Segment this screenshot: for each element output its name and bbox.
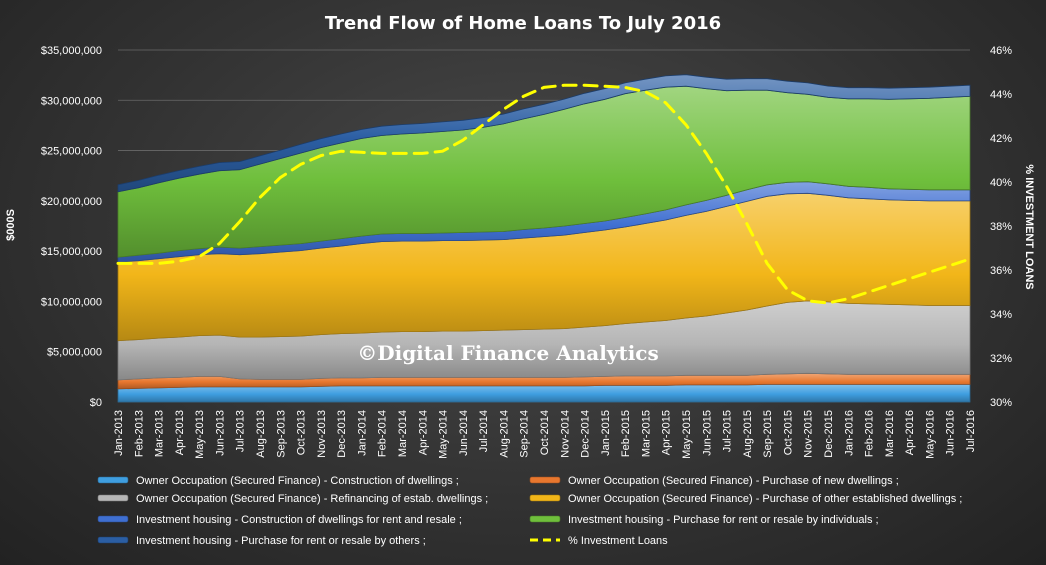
legend-label: Investment housing - Purchase for rent o…: [568, 514, 879, 526]
y2-tick-label: 38%: [990, 221, 1012, 233]
x-tick-label: Dec-2014: [580, 410, 592, 458]
x-tick-label: Aug-2015: [742, 410, 754, 458]
x-tick-label: Aug-2014: [498, 410, 510, 458]
legend-item: Investment housing - Purchase for rent o…: [529, 514, 879, 526]
x-tick-label: Dec-2013: [336, 410, 348, 458]
legend-swatch: [97, 494, 129, 502]
legend-swatch: [97, 476, 129, 484]
x-tick-label: Apr-2014: [417, 410, 429, 455]
legend-item: Owner Occupation (Secured Finance) - Pur…: [529, 475, 899, 487]
x-tick-label: Sep-2014: [519, 410, 531, 458]
x-tick-label: Apr-2016: [904, 410, 916, 455]
x-tick-label: Feb-2014: [377, 410, 389, 457]
pct-line-group: [116, 83, 972, 305]
legend-label: Owner Occupation (Secured Finance) - Con…: [136, 475, 459, 487]
x-tick-label: Jan-2016: [843, 410, 855, 456]
x-tick-label: May-2014: [438, 410, 450, 459]
x-tick-label: Apr-2013: [174, 410, 186, 455]
x-tick-label: Sep-2015: [762, 410, 774, 458]
x-tick-label: Jun-2015: [701, 410, 713, 456]
x-tick-label: Apr-2015: [661, 410, 673, 455]
legend-label: Owner Occupation (Secured Finance) - Ref…: [136, 493, 488, 505]
x-tick-label: Aug-2013: [255, 410, 267, 458]
x-tick-label: Jan-2014: [356, 410, 368, 456]
x-tick-label: Feb-2016: [864, 410, 876, 457]
legend-swatch: [529, 476, 561, 484]
legend-label: Owner Occupation (Secured Finance) - Pur…: [568, 475, 899, 487]
x-tick-label: Dec-2015: [823, 410, 835, 458]
y-tick-label: $0: [90, 397, 102, 409]
legend-item: % Investment Loans: [530, 535, 668, 547]
legend-label: Investment housing - Purchase for rent o…: [136, 535, 426, 547]
x-tick-label: Feb-2015: [620, 410, 632, 457]
x-tick-label: Jun-2016: [945, 410, 957, 456]
x-tick-label: Jun-2013: [214, 410, 226, 456]
x-tick-label: May-2016: [924, 410, 936, 459]
y-tick-label: $15,000,000: [41, 246, 102, 258]
y2-tick-label: 34%: [990, 309, 1012, 321]
legend: Owner Occupation (Secured Finance) - Con…: [97, 475, 962, 547]
x-tick-label: Sep-2013: [275, 410, 287, 458]
y-axis-ticks: $0 $5,000,000 $10,000,000 $15,000,000 $20,00…: [41, 45, 102, 409]
x-tick-label: Mar-2013: [154, 410, 166, 457]
y2-axis-ticks: 30% 32% 34% 36% 38% 40% 42% 44% 46%: [990, 45, 1012, 409]
pct-investment-line: [116, 83, 972, 305]
y-axis-label: $000S: [5, 209, 17, 241]
legend-item: Investment housing - Construction of dwe…: [97, 514, 462, 526]
y2-tick-label: 42%: [990, 133, 1012, 145]
y-tick-label: $20,000,000: [41, 196, 102, 208]
x-tick-label: Jan-2013: [113, 410, 125, 456]
x-tick-label: Jul-2016: [965, 410, 977, 452]
x-axis-ticks: Jan-2013 Feb-2013 Mar-2013 Apr-2013 May-2013…: [113, 410, 977, 459]
y2-tick-label: 46%: [990, 45, 1012, 57]
y2-tick-label: 44%: [990, 89, 1012, 101]
x-tick-label: Jul-2013: [235, 410, 247, 452]
legend-label: Investment housing - Construction of dwe…: [136, 514, 462, 526]
x-tick-label: Oct-2014: [539, 410, 551, 455]
x-tick-label: Oct-2015: [782, 410, 794, 455]
x-tick-label: Jul-2014: [478, 410, 490, 452]
x-tick-label: May-2015: [681, 410, 693, 459]
legend-item: Owner Occupation (Secured Finance) - Pur…: [529, 493, 962, 505]
y-tick-label: $10,000,000: [41, 296, 102, 308]
x-tick-label: Mar-2014: [397, 410, 409, 457]
x-tick-label: Feb-2013: [133, 410, 145, 457]
legend-item: Investment housing - Purchase for rent o…: [97, 535, 426, 547]
legend-label: Owner Occupation (Secured Finance) - Pur…: [568, 493, 962, 505]
x-tick-label: Nov-2015: [803, 410, 815, 458]
legend-item: Owner Occupation (Secured Finance) - Ref…: [97, 493, 488, 505]
y2-tick-label: 36%: [990, 265, 1012, 277]
y2-tick-label: 32%: [990, 353, 1012, 365]
y2-axis-label: % INVESTMENT LOANS: [1023, 164, 1035, 289]
y2-tick-label: 40%: [990, 177, 1012, 189]
x-tick-label: Nov-2013: [316, 410, 328, 458]
y-tick-label: $30,000,000: [41, 95, 102, 107]
area-series-group: [117, 74, 971, 403]
y-tick-label: $35,000,000: [41, 45, 102, 57]
x-tick-label: Jan-2015: [600, 410, 612, 456]
x-tick-label: Mar-2016: [884, 410, 896, 457]
chart-title: Trend Flow of Home Loans To July 2016: [325, 13, 721, 34]
legend-swatch: [529, 494, 561, 502]
y-tick-label: $25,000,000: [41, 146, 102, 158]
legend-swatch: [97, 536, 129, 544]
x-tick-label: Mar-2015: [640, 410, 652, 457]
area-series-7: [117, 74, 971, 193]
watermark-text: ©Digital Finance Analytics: [357, 341, 659, 365]
legend-item: Owner Occupation (Secured Finance) - Con…: [97, 475, 459, 487]
y2-tick-label: 30%: [990, 397, 1012, 409]
y-tick-label: $5,000,000: [47, 347, 102, 359]
x-tick-label: Nov-2014: [559, 410, 571, 458]
legend-swatch: [97, 515, 129, 523]
x-tick-label: Jul-2015: [722, 410, 734, 452]
legend-label: % Investment Loans: [568, 535, 668, 547]
x-tick-label: Oct-2013: [296, 410, 308, 455]
x-tick-label: May-2013: [194, 410, 206, 459]
x-tick-label: Jun-2014: [458, 410, 470, 456]
legend-swatch: [529, 515, 561, 523]
